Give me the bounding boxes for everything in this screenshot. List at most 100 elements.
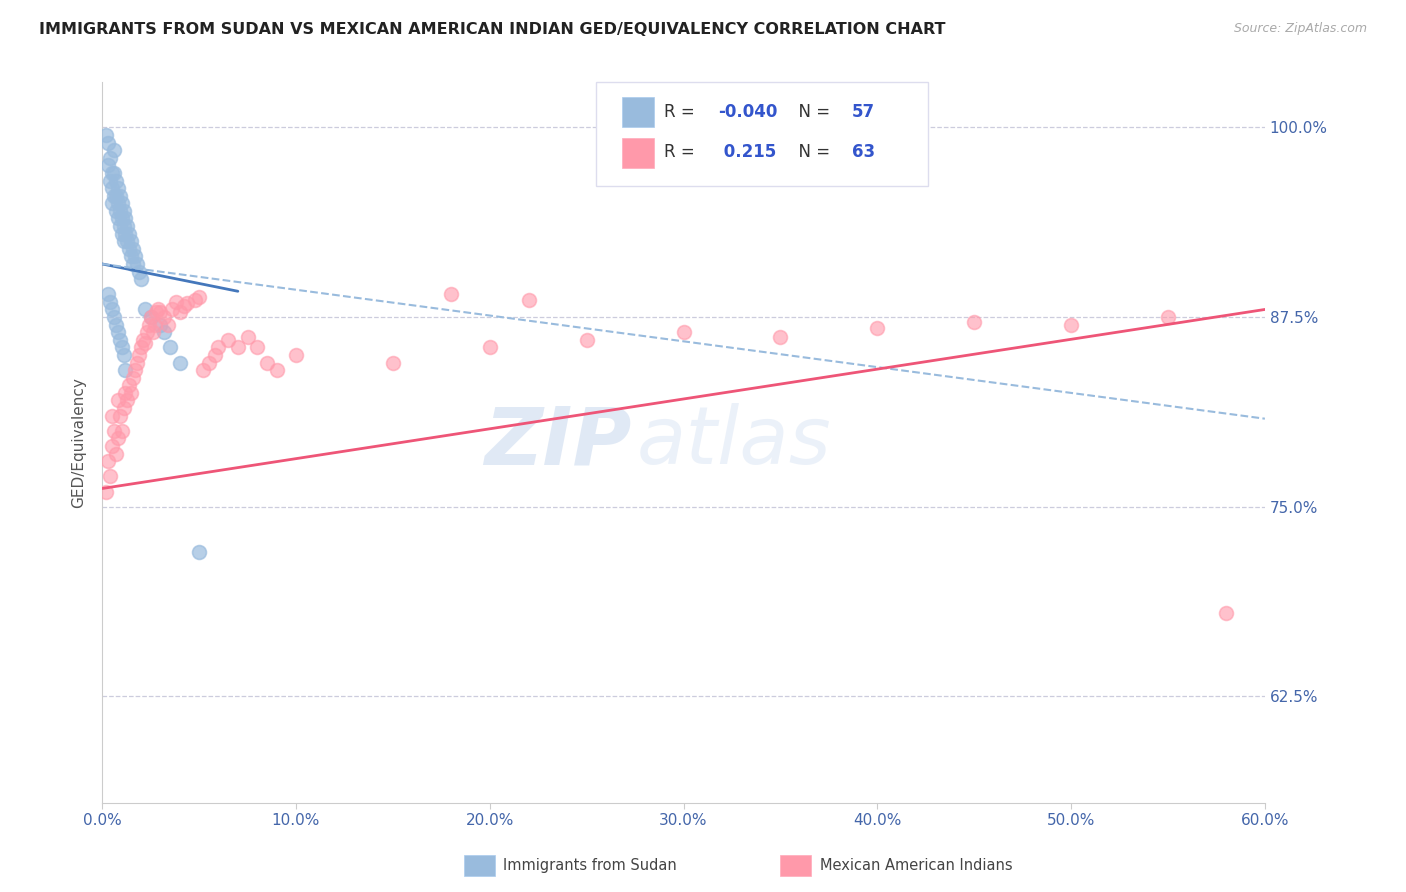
Point: [112, 219, 135, 233]
Point: [110, 227, 132, 241]
Point: [122, 257, 145, 271]
Point: [118, 227, 141, 241]
Point: [127, 257, 149, 271]
Point: [169, 355, 191, 369]
Point: [118, 242, 141, 256]
Point: [173, 300, 195, 314]
Point: [104, 173, 127, 187]
Point: [1215, 606, 1237, 620]
Point: [188, 545, 211, 559]
Point: [101, 409, 124, 423]
Point: [98, 173, 121, 187]
Text: ZIP: ZIP: [484, 403, 631, 481]
Point: [107, 432, 129, 446]
Text: -0.040: -0.040: [718, 103, 778, 120]
Text: N =: N =: [789, 103, 835, 120]
Point: [226, 340, 249, 354]
Point: [149, 305, 172, 319]
Point: [97, 136, 120, 150]
Point: [159, 340, 181, 354]
Point: [866, 320, 889, 334]
Text: Mexican American Indians: Mexican American Indians: [820, 858, 1012, 872]
Point: [103, 424, 125, 438]
Point: [101, 166, 124, 180]
Point: [98, 151, 121, 165]
Text: 57: 57: [852, 103, 876, 120]
Point: [266, 363, 288, 377]
Point: [246, 340, 269, 354]
Point: [769, 330, 792, 344]
Point: [184, 293, 207, 308]
Point: [104, 318, 127, 332]
Point: [108, 188, 131, 202]
Text: R =: R =: [664, 143, 700, 161]
Point: [132, 333, 155, 347]
Point: [107, 393, 129, 408]
Point: [108, 219, 131, 233]
Point: [142, 325, 165, 339]
Bar: [621, 138, 654, 169]
Point: [110, 424, 132, 438]
Point: [114, 211, 136, 226]
Text: atlas: atlas: [637, 403, 832, 481]
Point: [122, 242, 145, 256]
Point: [103, 143, 125, 157]
Point: [94, 484, 117, 499]
Point: [107, 325, 129, 339]
Point: [117, 393, 139, 408]
Text: R =: R =: [664, 103, 700, 120]
Point: [188, 290, 211, 304]
Point: [114, 227, 136, 241]
Point: [103, 188, 125, 202]
Text: N =: N =: [789, 143, 835, 161]
Point: [104, 203, 127, 218]
Point: [101, 439, 124, 453]
Point: [1157, 310, 1180, 324]
Point: [104, 188, 127, 202]
Point: [108, 203, 131, 218]
Point: [129, 272, 152, 286]
Point: [101, 302, 124, 317]
Point: [217, 333, 239, 347]
Point: [110, 340, 132, 354]
Point: [107, 211, 129, 226]
Point: [129, 340, 152, 354]
Point: [108, 333, 131, 347]
Point: [672, 325, 695, 339]
Point: [103, 166, 125, 180]
Point: [134, 335, 156, 350]
Point: [114, 385, 136, 400]
Point: [138, 318, 160, 332]
Point: [134, 302, 156, 317]
Point: [963, 315, 986, 329]
Point: [107, 181, 129, 195]
Text: Immigrants from Sudan: Immigrants from Sudan: [503, 858, 678, 872]
Point: [97, 158, 120, 172]
Text: Source: ZipAtlas.com: Source: ZipAtlas.com: [1233, 22, 1367, 36]
Point: [124, 249, 146, 263]
Point: [478, 340, 501, 354]
FancyBboxPatch shape: [596, 82, 928, 186]
Point: [120, 249, 142, 263]
Point: [101, 181, 124, 195]
Point: [165, 294, 187, 309]
Point: [107, 196, 129, 211]
Point: [112, 234, 135, 248]
Point: [160, 302, 183, 317]
Point: [381, 355, 404, 369]
Point: [112, 401, 135, 415]
Point: [149, 318, 172, 332]
Point: [1060, 318, 1083, 332]
Point: [110, 211, 132, 226]
Point: [128, 264, 150, 278]
Point: [103, 310, 125, 324]
Point: [104, 447, 127, 461]
Point: [114, 363, 136, 377]
Point: [97, 287, 120, 301]
Point: [143, 318, 166, 332]
Point: [204, 348, 226, 362]
Point: [148, 302, 170, 317]
Text: 63: 63: [852, 143, 876, 161]
Point: [153, 310, 176, 324]
Point: [120, 234, 142, 248]
